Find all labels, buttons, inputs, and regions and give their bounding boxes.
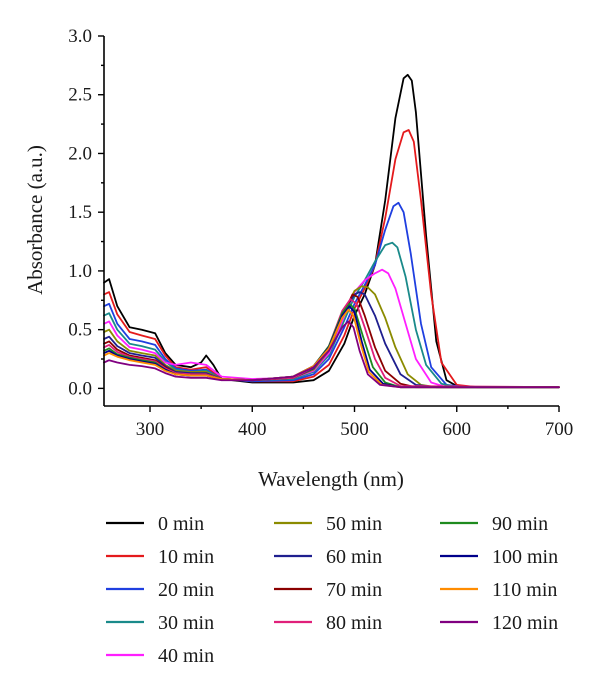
legend-label-1: 10 min	[158, 546, 214, 568]
y-tick-label-0: 0.0	[68, 378, 92, 399]
y-tick-label-6: 3.0	[68, 26, 92, 47]
y-tick-label-3: 1.5	[68, 202, 92, 223]
y-tick-label-5: 2.5	[68, 85, 92, 106]
legend-label-0: 0 min	[158, 513, 204, 535]
series-line-1	[103, 129, 560, 389]
legend-label-2: 20 min	[158, 579, 214, 601]
legend-label-11: 110 min	[492, 579, 557, 601]
legend-label-10: 100 min	[492, 546, 558, 568]
y-axis-title: Absorbance (a.u.)	[23, 145, 47, 295]
x-tick-label-4: 700	[545, 419, 574, 440]
y-tick-label-2: 1.0	[68, 261, 92, 282]
x-axis-title: Wavelength (nm)	[258, 467, 404, 491]
legend-label-9: 90 min	[492, 513, 548, 535]
series-line-4	[103, 268, 560, 389]
series-layer	[103, 73, 560, 389]
legend-label-5: 50 min	[326, 513, 382, 535]
ticks-layer: 0.0 0.5 1.0 1.5 2.0 2.5 3.0 300 400 500 600 700	[68, 26, 573, 440]
series-line-12	[103, 320, 560, 389]
legend-label-7: 70 min	[326, 579, 382, 601]
legend-label-8: 80 min	[326, 612, 382, 634]
series-line-3	[103, 241, 560, 389]
series-line-0	[103, 73, 560, 389]
legend: 0 min 10 min 20 min 30 min 40 min 50 min 60 mi…	[106, 513, 558, 667]
legend-label-4: 40 min	[158, 645, 214, 667]
legend-label-6: 60 min	[326, 546, 382, 568]
y-tick-label-1: 0.5	[68, 320, 92, 341]
x-tick-label-2: 500	[340, 419, 369, 440]
x-tick-label-1: 400	[238, 419, 267, 440]
legend-label-3: 30 min	[158, 612, 214, 634]
axes-layer	[103, 36, 559, 407]
series-line-2	[103, 201, 560, 389]
y-tick-label-4: 2.0	[68, 143, 92, 164]
legend-label-12: 120 min	[492, 612, 558, 634]
x-tick-label-0: 300	[136, 419, 165, 440]
x-tick-label-3: 600	[443, 419, 472, 440]
